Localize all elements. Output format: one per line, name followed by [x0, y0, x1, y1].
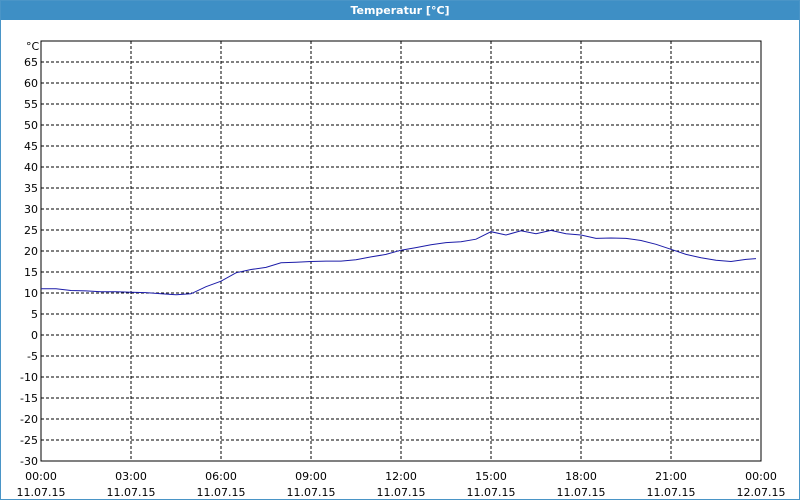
y-tick-label: -30: [20, 455, 38, 468]
x-tick-time: 06:00: [205, 470, 237, 483]
x-tick-date: 11.07.15: [197, 486, 246, 499]
y-tick-label: 15: [24, 266, 38, 279]
y-tick-label: 0: [31, 329, 38, 342]
y-tick-label: 25: [24, 224, 38, 237]
x-tick-date: 12.07.15: [737, 486, 786, 499]
y-tick-label: 65: [24, 56, 38, 69]
y-tick-label: 60: [24, 77, 38, 90]
x-tick-time: 15:00: [475, 470, 507, 483]
chart-title: Temperatur [°C]: [1, 1, 799, 20]
x-tick-time: 21:00: [655, 470, 687, 483]
x-tick-date: 11.07.15: [377, 486, 426, 499]
y-tick-label: -25: [20, 434, 38, 447]
x-axis-ticks: 00:00 11.07.15 03:00 11.07.15 06:00 11.07.15 0…: [17, 470, 786, 499]
series-line-temperature: [41, 229, 757, 296]
x-tick-time: 00:00: [25, 470, 57, 483]
x-tick-date: 11.07.15: [467, 486, 516, 499]
x-tick-time: 09:00: [295, 470, 327, 483]
x-tick-time: 03:00: [115, 470, 147, 483]
x-tick-date: 11.07.15: [287, 486, 336, 499]
x-tick-time: 12:00: [385, 470, 417, 483]
y-axis-label: °C: [26, 40, 40, 53]
y-tick-label: 20: [24, 245, 38, 258]
y-tick-label: 35: [24, 182, 38, 195]
x-tick-date: 11.07.15: [647, 486, 696, 499]
y-tick-label: 5: [31, 308, 38, 321]
y-tick-label: 10: [24, 287, 38, 300]
y-tick-label: -15: [20, 392, 38, 405]
y-tick-label: -10: [20, 371, 38, 384]
x-tick-date: 11.07.15: [107, 486, 156, 499]
x-tick-time: 00:00: [745, 470, 777, 483]
y-tick-label: -20: [20, 413, 38, 426]
y-tick-label: 50: [24, 119, 38, 132]
grid-lines: [41, 41, 761, 461]
x-tick-date: 11.07.15: [17, 486, 66, 499]
x-tick-date: 11.07.15: [557, 486, 606, 499]
y-tick-label: 30: [24, 203, 38, 216]
y-tick-label: 40: [24, 161, 38, 174]
x-tick-time: 18:00: [565, 470, 597, 483]
y-tick-label: -5: [27, 350, 38, 363]
y-axis-ticks: -30 -25 -20 -15 -10 -5 0 5 10 15 20 25 30 35 40 45 50 55 6…: [20, 56, 38, 468]
y-tick-label: 55: [24, 98, 38, 111]
y-tick-label: 45: [24, 140, 38, 153]
